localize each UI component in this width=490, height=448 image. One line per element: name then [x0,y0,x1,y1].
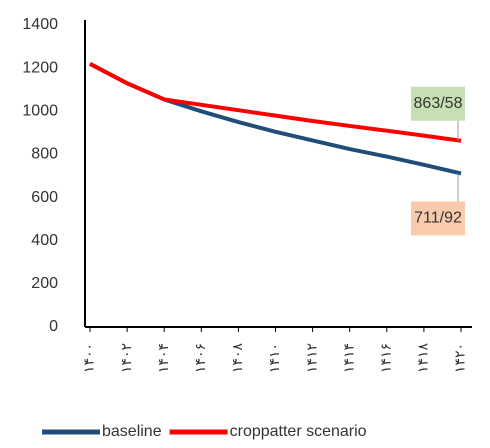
x-tick-label: ۱۴۰۲ [118,343,134,373]
x-tick-label: ۱۴۱۴ [340,343,356,373]
data-label: 711/92 [414,210,462,227]
y-tick-label: 1000 [22,103,58,120]
line-series [89,62,462,143]
data-label: 863/58 [414,95,463,112]
x-tick-label: ۱۴۱۲ [303,343,319,373]
y-tick-label: 800 [31,146,58,163]
x-tick-label: ۱۴۱۶ [378,343,394,373]
x-tick-label: ۱۴۰۸ [229,343,245,374]
x-tick-label: ۱۴۲۰ [452,343,468,373]
data-label-box [411,201,465,236]
legend-label: baseline [102,423,162,440]
x-tick-label: ۱۴۱۸ [415,343,431,374]
y-tick-label: 0 [49,318,58,335]
x-tick-label: ۱۴۱۰ [266,343,282,373]
legend-label: croppatter scenario [230,423,367,440]
line-series [89,62,462,176]
x-tick-label: ۱۴۰۶ [192,343,208,373]
y-tick-label: 1400 [22,16,58,33]
data-label-box [411,86,465,121]
x-tick-label: ۱۴۰۰ [81,343,97,373]
y-tick-label: 400 [31,232,58,249]
x-tick-label: ۱۴۰۴ [155,343,171,373]
y-tick-label: 1200 [22,59,58,76]
y-tick-label: 200 [31,275,58,292]
y-tick-label: 600 [31,189,58,206]
